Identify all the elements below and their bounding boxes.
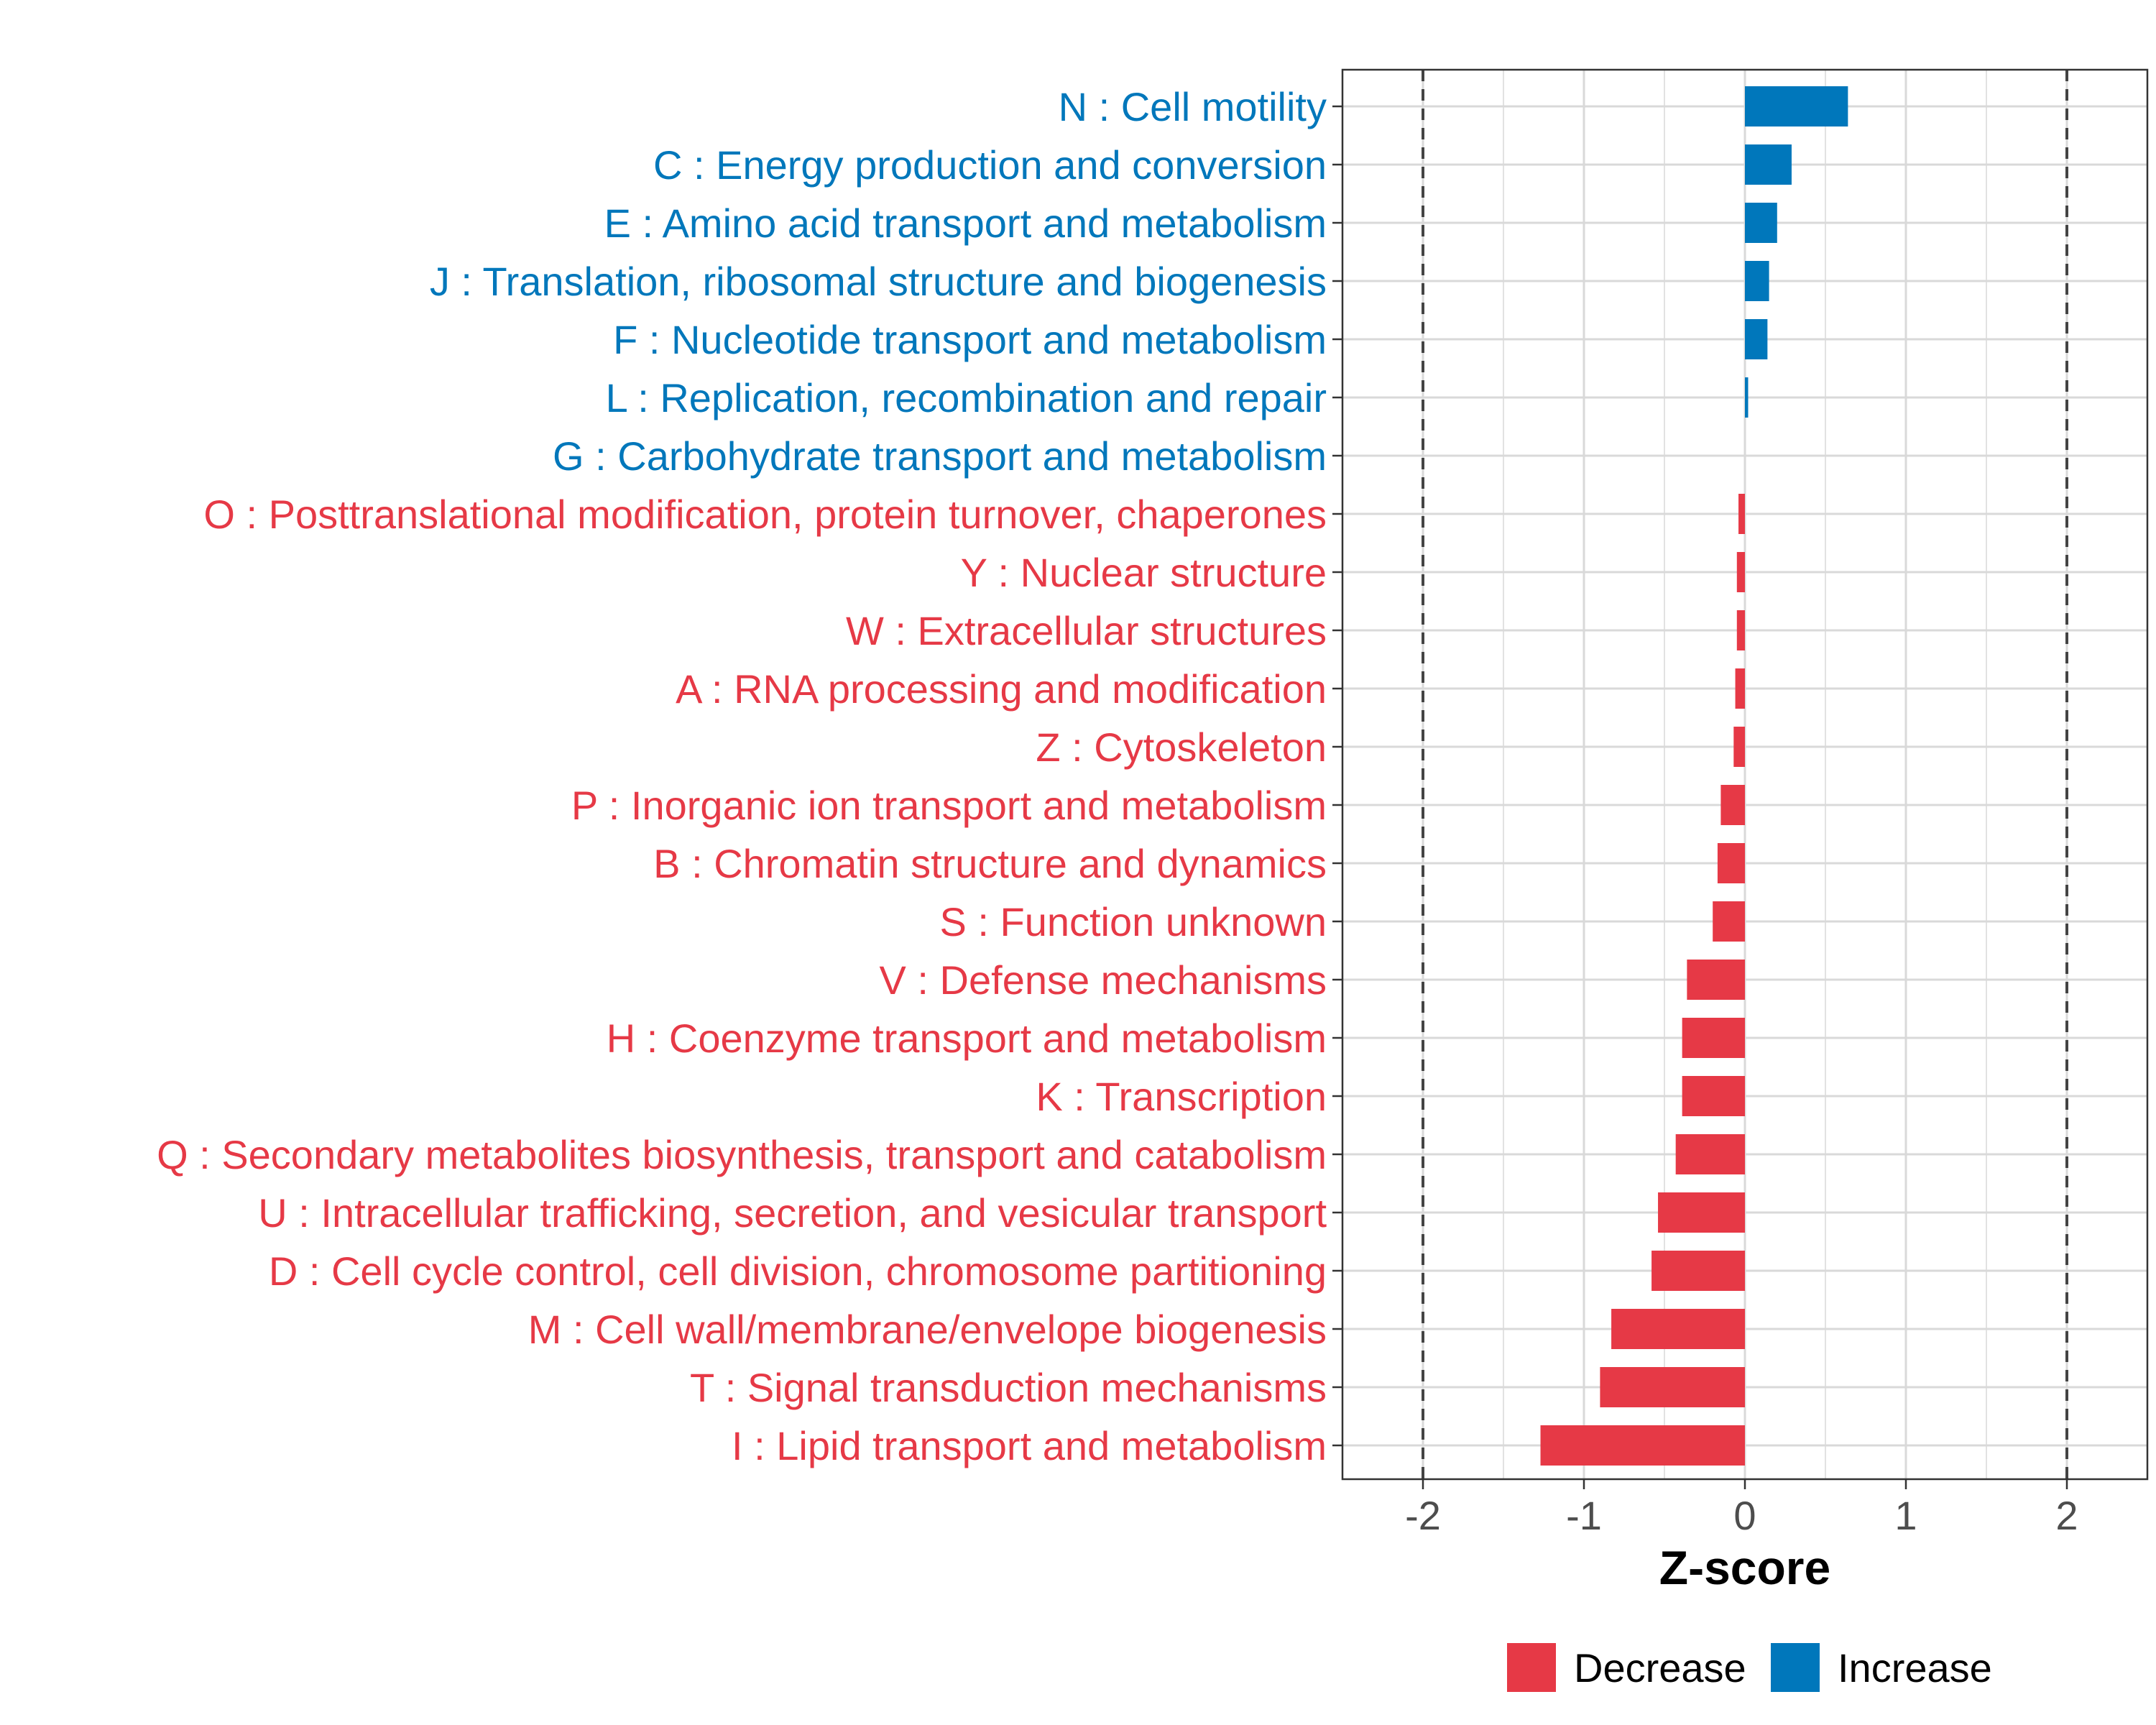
bar	[1733, 727, 1745, 767]
legend-label-increase: Increase	[1838, 1645, 1992, 1690]
category-label: N : Cell motility	[1059, 84, 1327, 129]
category-label: Y : Nuclear structure	[961, 550, 1327, 595]
bar	[1682, 1018, 1745, 1058]
category-label: C : Energy production and conversion	[653, 142, 1327, 188]
category-label: J : Translation, ribosomal structure and…	[430, 259, 1327, 304]
category-label: V : Defense mechanisms	[880, 957, 1327, 1003]
category-label: M : Cell wall/membrane/envelope biogenes…	[528, 1307, 1327, 1352]
category-label: F : Nucleotide transport and metabolism	[613, 317, 1327, 362]
legend-key-increase	[1771, 1643, 1820, 1692]
bar	[1675, 1134, 1745, 1174]
x-tick-label: 0	[1733, 1493, 1756, 1538]
x-axis: -2 -1 0 1 2	[1405, 1479, 2078, 1538]
category-label: T : Signal transduction mechanisms	[690, 1365, 1327, 1410]
bar	[1540, 1425, 1745, 1466]
bar	[1745, 203, 1777, 243]
category-label: K : Transcription	[1036, 1074, 1327, 1119]
bar	[1682, 1076, 1745, 1116]
y-axis: N : Cell motility C : Energy production a…	[157, 84, 1342, 1468]
bar	[1738, 494, 1745, 534]
bar	[1600, 1367, 1745, 1407]
category-label: W : Extracellular structures	[846, 608, 1327, 653]
x-tick-label: -2	[1405, 1493, 1441, 1538]
category-label: G : Carbohydrate transport and metabolis…	[553, 433, 1327, 479]
category-label: Z : Cytoskeleton	[1036, 724, 1327, 770]
category-label: O : Posttranslational modification, prot…	[203, 492, 1327, 537]
x-tick-label: 1	[1894, 1493, 1917, 1538]
category-label: E : Amino acid transport and metabolism	[604, 201, 1327, 246]
bar	[1713, 901, 1745, 942]
category-label: A : RNA processing and modification	[676, 666, 1327, 712]
bar	[1745, 144, 1792, 185]
x-tick-label: 2	[2055, 1493, 2078, 1538]
bar	[1687, 960, 1745, 1000]
category-label: U : Intracellular trafficking, secretion…	[258, 1190, 1327, 1236]
legend-label-decrease: Decrease	[1574, 1645, 1746, 1690]
bar	[1651, 1251, 1745, 1291]
category-label: P : Inorganic ion transport and metaboli…	[571, 783, 1327, 828]
bar	[1717, 843, 1745, 883]
category-label: L : Replication, recombination and repai…	[606, 375, 1327, 420]
bar	[1611, 1309, 1745, 1349]
bar	[1745, 86, 1848, 126]
category-label: S : Function unknown	[939, 899, 1327, 944]
reference-lines	[1422, 70, 2068, 1479]
bar	[1720, 785, 1745, 825]
bar	[1745, 319, 1768, 359]
plot-panel	[1341, 68, 2149, 1481]
bar	[1736, 552, 1745, 592]
bar	[1745, 377, 1749, 418]
category-label: Q : Secondary metabolites biosynthesis, …	[157, 1132, 1327, 1177]
x-tick-label: -1	[1566, 1493, 1602, 1538]
bar	[1736, 610, 1745, 650]
bar	[1745, 261, 1769, 301]
category-label: H : Coenzyme transport and metabolism	[607, 1016, 1327, 1061]
bars	[1540, 86, 1848, 1466]
category-label: I : Lipid transport and metabolism	[732, 1423, 1327, 1468]
x-axis-title: Z-score	[1659, 1541, 1830, 1594]
bar	[1658, 1192, 1745, 1233]
category-label: B : Chromatin structure and dynamics	[653, 841, 1327, 886]
legend: Decrease Increase	[1507, 1643, 1992, 1692]
legend-key-decrease	[1507, 1643, 1556, 1692]
category-label: D : Cell cycle control, cell division, c…	[269, 1248, 1327, 1294]
bar	[1735, 668, 1745, 709]
